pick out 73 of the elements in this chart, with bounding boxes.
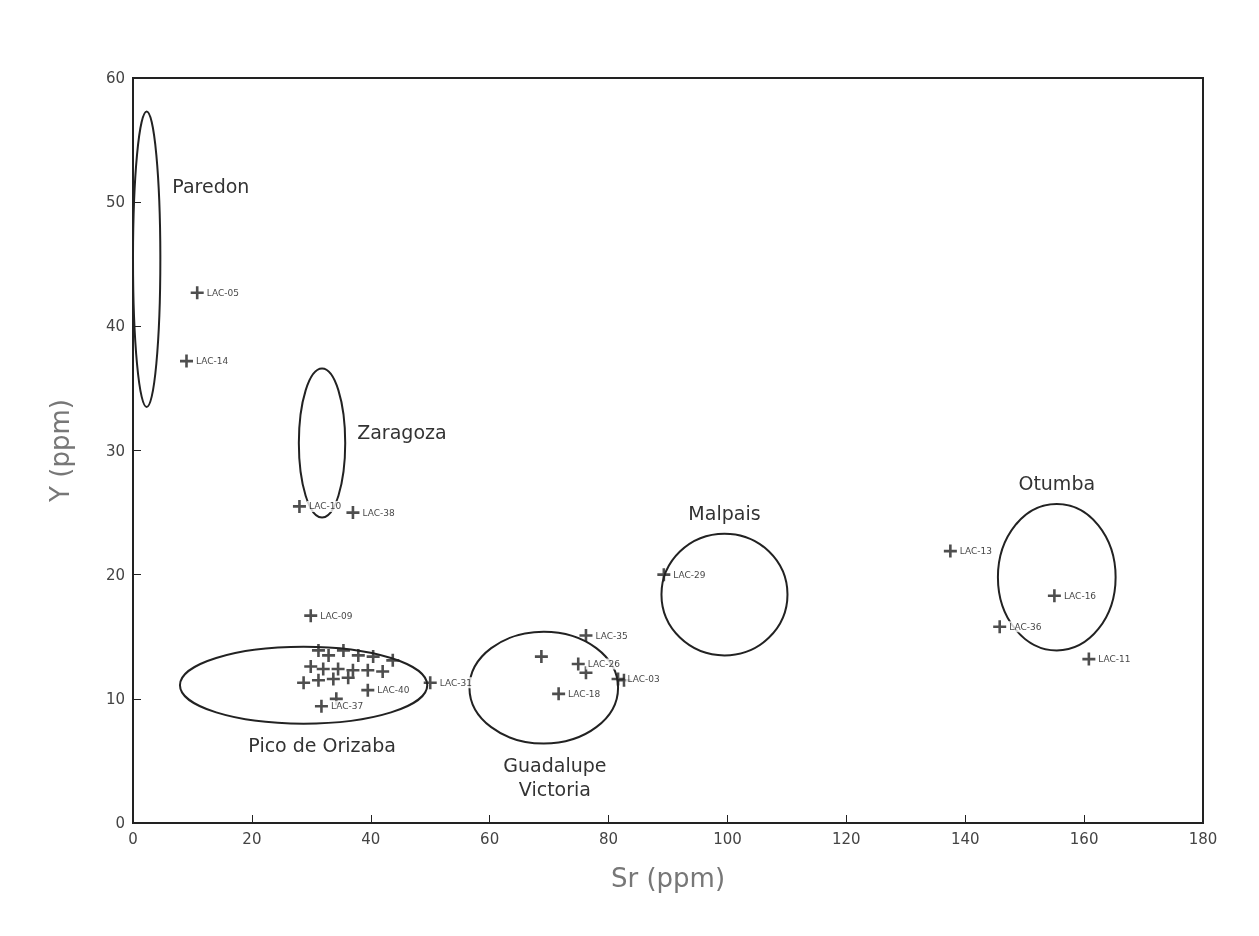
x-axis-title: Sr (ppm) [610, 863, 726, 893]
x-tick-label: 120 [832, 829, 861, 848]
point [346, 506, 360, 520]
point [311, 643, 325, 657]
x-tick-label: 40 [361, 829, 381, 848]
x-tick-label: 20 [242, 829, 262, 848]
x-tick-label: 180 [1188, 829, 1218, 848]
point [376, 665, 390, 679]
data-label: LAC-10 [308, 501, 342, 512]
point [297, 676, 311, 690]
point [314, 699, 328, 713]
data-label: LAC-13 [959, 546, 993, 557]
data-label: LAC-35 [595, 630, 628, 641]
point [1047, 589, 1061, 603]
data-label: LAC-03 [627, 673, 660, 684]
point [579, 666, 593, 680]
data-label: LAC-37 [330, 701, 364, 712]
annotation: Pico de Orizaba [248, 733, 396, 756]
point [292, 499, 306, 513]
annotation: Paredon [172, 174, 250, 197]
point [351, 648, 365, 662]
annotation: Malpais [688, 501, 761, 524]
y-tick-label: 50 [105, 193, 125, 212]
point [180, 354, 193, 368]
point [336, 643, 350, 657]
x-tick-label: 140 [950, 829, 980, 848]
point [322, 648, 336, 662]
point [366, 650, 380, 664]
y-tick-label: 10 [105, 689, 125, 708]
data-label: LAC-11 [1098, 654, 1131, 665]
point [571, 657, 585, 671]
y-tick-label: 60 [105, 69, 125, 87]
point [361, 663, 375, 677]
annotation: Guadalupe Victoria [503, 753, 607, 800]
data-label: LAC-18 [568, 688, 601, 699]
data-label: LAC-29 [673, 569, 706, 580]
y-tick-label: 20 [105, 565, 125, 584]
point [993, 620, 1007, 634]
point [304, 609, 318, 623]
point [326, 672, 340, 686]
data-label: LAC-36 [1009, 621, 1042, 632]
point [304, 660, 318, 674]
y-axis-title: Y (ppm) [45, 399, 75, 503]
point [341, 671, 355, 685]
data-label: LAC-40 [377, 685, 410, 696]
point [316, 662, 330, 676]
point [386, 653, 400, 667]
point [534, 650, 548, 664]
x-tick-label: 100 [713, 829, 742, 848]
point [423, 676, 437, 690]
x-tick-label: 80 [599, 829, 619, 848]
y-tick-label: 30 [105, 441, 125, 460]
y-tick-label: 40 [105, 317, 125, 336]
data-label: LAC-05 [206, 287, 239, 298]
y-tick-label: 0 [115, 814, 125, 832]
point [190, 286, 204, 300]
point [943, 544, 957, 558]
data-label: LAC-26 [587, 659, 621, 670]
x-tick-label: 60 [480, 829, 500, 848]
data-label: LAC-16 [1063, 590, 1097, 601]
data-label: LAC-38 [362, 507, 395, 518]
point [346, 663, 360, 677]
data-label: LAC-09 [320, 610, 353, 621]
annotation: Zaragoza [357, 421, 447, 444]
annotation: Otumba [1018, 471, 1096, 494]
x-tick-label: 0 [128, 829, 138, 848]
x-tick-label: 160 [1069, 829, 1099, 848]
data-label: LAC-31 [439, 677, 472, 688]
point [579, 629, 593, 643]
point [311, 673, 325, 687]
point [657, 568, 671, 582]
data-label: LAC-14 [196, 356, 229, 367]
point [552, 687, 566, 701]
